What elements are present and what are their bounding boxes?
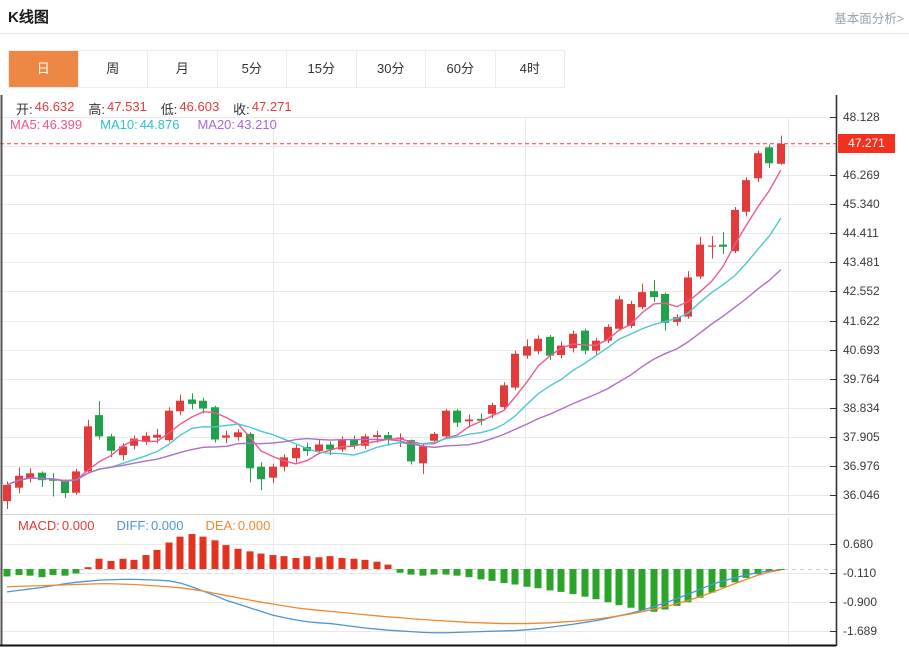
kline-chart-canvas[interactable]: [0, 95, 909, 651]
ohlc-row: 开: 46.632 高: 47.531 低: 46.603 收: 47.271: [16, 99, 292, 118]
macd-legend-row: MACD: 0.000 DIFF: 0.000 DEA: 0.000: [18, 518, 270, 533]
ma20-legend: MA20: 43.210: [197, 117, 277, 132]
diff-legend: DIFF: 0.000: [116, 518, 184, 533]
current-price-badge: 47.271: [838, 134, 895, 153]
tab-month[interactable]: 月: [148, 51, 218, 87]
fundamental-analysis-link[interactable]: 基本面分析>: [834, 12, 904, 26]
ma10-legend: MA10: 44.876: [100, 117, 180, 132]
ma-legend-row: MA5: 46.399 MA10: 44.876 MA20: 43.210: [10, 117, 277, 132]
price-axis-label: 41.622: [843, 313, 880, 328]
price-axis-label: 48.128: [843, 110, 880, 124]
price-axis-label: 43.481: [843, 255, 880, 270]
macd-axis-label: 0.680: [843, 537, 874, 551]
ohlc-open: 开: 46.632: [16, 99, 75, 117]
price-axis-label: 44.411: [843, 226, 879, 241]
macd-axis-label: -1.689: [843, 624, 878, 639]
ma5-legend: MA5: 46.399: [10, 117, 83, 132]
ohlc-close: 收: 47.271: [233, 99, 292, 117]
price-axis-label: 38.834: [843, 400, 880, 415]
price-axis-label: 46.269: [843, 168, 880, 183]
ohlc-low: 低: 46.603: [160, 99, 220, 117]
dea-legend: DEA: 0.000: [205, 518, 271, 533]
macd-legend: MACD: 0.000: [18, 518, 95, 533]
tab-15min[interactable]: 15分: [287, 51, 357, 87]
price-axis-label: 42.552: [843, 284, 880, 299]
tab-30min[interactable]: 30分: [356, 51, 426, 87]
ohlc-high: 高: 47.531: [88, 99, 147, 117]
price-axis-label: 39.764: [843, 371, 880, 386]
tab-5min[interactable]: 5分: [217, 51, 287, 87]
price-axis-label: 45.340: [843, 197, 880, 212]
price-axis-label: 36.976: [843, 458, 880, 473]
header-divider: [0, 33, 909, 34]
tab-week[interactable]: 周: [78, 51, 148, 87]
tab-day[interactable]: 日: [9, 51, 79, 87]
macd-axis-label: -0.900: [843, 595, 878, 610]
tab-60min[interactable]: 60分: [426, 51, 496, 87]
price-axis-label: 37.905: [843, 429, 880, 444]
tab-4hour[interactable]: 4时: [495, 51, 564, 87]
macd-axis-label: -0.110: [843, 566, 877, 581]
price-axis-label: 36.046: [843, 488, 880, 502]
period-tabs: 日 周 月 5分 15分 30分 60分 4时: [8, 50, 565, 88]
page-title: K线图: [8, 9, 49, 26]
price-axis-label: 40.693: [843, 342, 880, 357]
